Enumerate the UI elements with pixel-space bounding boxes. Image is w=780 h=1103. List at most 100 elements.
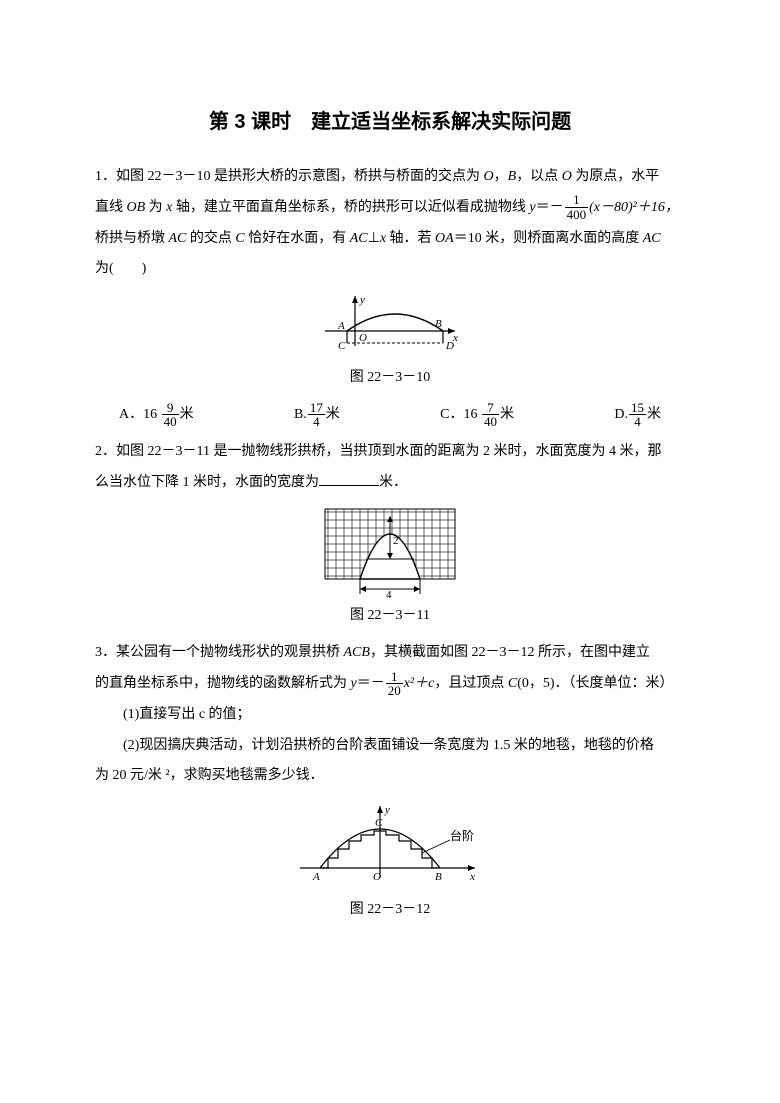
q2-blank[interactable] bbox=[319, 471, 379, 486]
fig-h: 2 bbox=[393, 535, 399, 547]
q1-line1: 1．如图 22－3－10 是拱形大桥的示意图，桥拱与桥面的交点为 O，B，以点 … bbox=[95, 162, 685, 193]
t: 直线 bbox=[95, 200, 127, 215]
fig-O: O bbox=[373, 871, 381, 883]
t: 的直角坐标系中，抛物线的函数解析式为 bbox=[95, 676, 351, 691]
d: 4 bbox=[308, 415, 325, 429]
q1-B: B bbox=[508, 169, 517, 184]
t: ＝10 米，则桥面离水面的高度 bbox=[454, 231, 643, 246]
t: 轴．若 bbox=[386, 231, 435, 246]
q3-figure: 台阶 C A O B x y bbox=[95, 798, 685, 893]
q3-part2b: 为 20 元/米 ²，求购买地毯需多少钱． bbox=[95, 761, 685, 792]
t: （长度单位：米） bbox=[569, 676, 674, 691]
t: 1．如图 22－3－10 是拱形大桥的示意图，桥拱与桥面的交点为 bbox=[95, 169, 484, 184]
q1-C: C bbox=[235, 231, 244, 246]
d: 40 bbox=[482, 415, 499, 429]
n: 7 bbox=[482, 401, 499, 416]
n: 15 bbox=[629, 401, 646, 416]
fig-A: A bbox=[312, 871, 320, 883]
q3-part2: (2)现因搞庆典活动，计划沿拱桥的台阶表面铺设一条宽度为 1.5 米的地毯，地毯… bbox=[95, 731, 685, 762]
fig-stair: 台阶 bbox=[450, 828, 474, 843]
t: 米． bbox=[379, 475, 407, 490]
q2-caption: 图 22－3－11 bbox=[95, 601, 685, 632]
n: 9 bbox=[162, 401, 179, 416]
fig-y: y bbox=[359, 294, 365, 306]
t: ，其横截面如图 22－3－12 所示，在图中建立 bbox=[370, 645, 650, 660]
q1-caption: 图 22－3－10 bbox=[95, 363, 685, 394]
fig-O: O bbox=[359, 332, 367, 344]
t: C．16 bbox=[440, 407, 481, 422]
n: 1 bbox=[386, 670, 403, 685]
d: 20 bbox=[386, 684, 403, 698]
q1-AC: AC bbox=[169, 231, 187, 246]
q3-ACB: ACB bbox=[344, 645, 370, 660]
q1-option-b[interactable]: B.174米 bbox=[294, 400, 340, 431]
q1-O: O bbox=[484, 169, 494, 184]
t: 米 bbox=[326, 407, 340, 422]
q1-AC2: AC bbox=[350, 231, 368, 246]
t: 恰好在水面，有 bbox=[245, 231, 350, 246]
q1-option-d[interactable]: D.154米 bbox=[614, 400, 661, 431]
t: ，以点 bbox=[516, 169, 562, 184]
fig-x: x bbox=[452, 332, 458, 344]
fig-B: B bbox=[435, 871, 442, 883]
q1-figure: A O C B D x y bbox=[95, 291, 685, 361]
fig-C: C bbox=[338, 340, 346, 352]
q2-figure: 2 4 bbox=[95, 504, 685, 599]
page-title: 第 3 课时 建立适当坐标系解决实际问题 bbox=[95, 100, 685, 144]
q1-OB: OB bbox=[127, 200, 146, 215]
q3-Cpt: (0，5)． bbox=[517, 676, 568, 691]
t: B. bbox=[294, 407, 307, 422]
t: 轴，建立平面直角坐标系，桥的拱形可以近似看成抛物线 bbox=[172, 200, 529, 215]
q3-svg: 台阶 C A O B x y bbox=[295, 798, 485, 893]
fig-y: y bbox=[384, 804, 390, 816]
q3-line2: 的直角坐标系中，抛物线的函数解析式为 y＝－120x²＋c，且过顶点 C(0，5… bbox=[95, 669, 685, 700]
n: 17 bbox=[308, 401, 325, 416]
q1-frac-num: 1 bbox=[565, 193, 589, 208]
fig-w: 4 bbox=[386, 589, 392, 599]
t: ， bbox=[494, 169, 508, 184]
q1-OA: OA bbox=[435, 231, 454, 246]
t: ＝－ bbox=[357, 676, 385, 691]
fig-A: A bbox=[337, 320, 345, 332]
q3-part1: (1)直接写出 c 的值； bbox=[95, 700, 685, 731]
q2-svg: 2 4 bbox=[320, 504, 460, 599]
t: 么当水位下降 1 米时，水面的宽度为 bbox=[95, 475, 319, 490]
q1-AC3: AC bbox=[643, 231, 661, 246]
t: ，且过顶点 bbox=[434, 676, 508, 691]
q2-line2: 么当水位下降 1 米时，水面的宽度为 米． bbox=[95, 468, 685, 499]
q1-line4: 为( ) bbox=[95, 254, 685, 285]
q1-option-a[interactable]: A．16 940米 bbox=[119, 400, 194, 431]
q3-x2: x²＋ bbox=[404, 676, 428, 691]
t: D. bbox=[614, 407, 628, 422]
q1-O2: O bbox=[562, 169, 572, 184]
t: A．16 bbox=[119, 407, 161, 422]
t: 的交点 bbox=[186, 231, 235, 246]
worksheet-page: 第 3 课时 建立适当坐标系解决实际问题 1．如图 22－3－10 是拱形大桥的… bbox=[0, 0, 780, 1103]
q3-line1: 3．某公园有一个抛物线形状的观景拱桥 ACB，其横截面如图 22－3－12 所示… bbox=[95, 638, 685, 669]
t: ＝－ bbox=[536, 200, 564, 215]
t: 米 bbox=[647, 407, 661, 422]
q1-line2: 直线 OB 为 x 轴，建立平面直角坐标系，桥的拱形可以近似看成抛物线 y＝－1… bbox=[95, 193, 685, 224]
q1-svg: A O C B D x y bbox=[315, 291, 465, 361]
q3-C: C bbox=[508, 676, 517, 691]
fig-C: C bbox=[375, 817, 383, 829]
d: 40 bbox=[162, 415, 179, 429]
q3-caption: 图 22－3－12 bbox=[95, 895, 685, 926]
q1-option-c[interactable]: C．16 740米 bbox=[440, 400, 514, 431]
t: 3．某公园有一个抛物线形状的观景拱桥 bbox=[95, 645, 344, 660]
fig-B: B bbox=[435, 318, 442, 330]
q1-options: A．16 940米 B.174米 C．16 740米 D.154米 bbox=[95, 400, 685, 431]
t: ⊥ bbox=[368, 231, 380, 246]
q1-frac-den: 400 bbox=[565, 208, 589, 222]
t: 为原点，水平 bbox=[572, 169, 660, 184]
q2-line1: 2．如图 22－3－11 是一抛物线形拱桥，当拱顶到水面的距离为 2 米时，水面… bbox=[95, 437, 685, 468]
t: (x－80)²＋16， bbox=[589, 200, 679, 215]
t: 米 bbox=[500, 407, 514, 422]
t: 为 bbox=[145, 200, 166, 215]
q1-line3: 桥拱与桥墩 AC 的交点 C 恰好在水面，有 AC⊥x 轴．若 OA＝10 米，… bbox=[95, 224, 685, 255]
t: 桥拱与桥墩 bbox=[95, 231, 169, 246]
fig-x: x bbox=[469, 871, 475, 883]
q3-frac: 120 bbox=[386, 670, 403, 698]
q1-frac: 1400 bbox=[565, 193, 589, 221]
t: 米 bbox=[180, 407, 194, 422]
